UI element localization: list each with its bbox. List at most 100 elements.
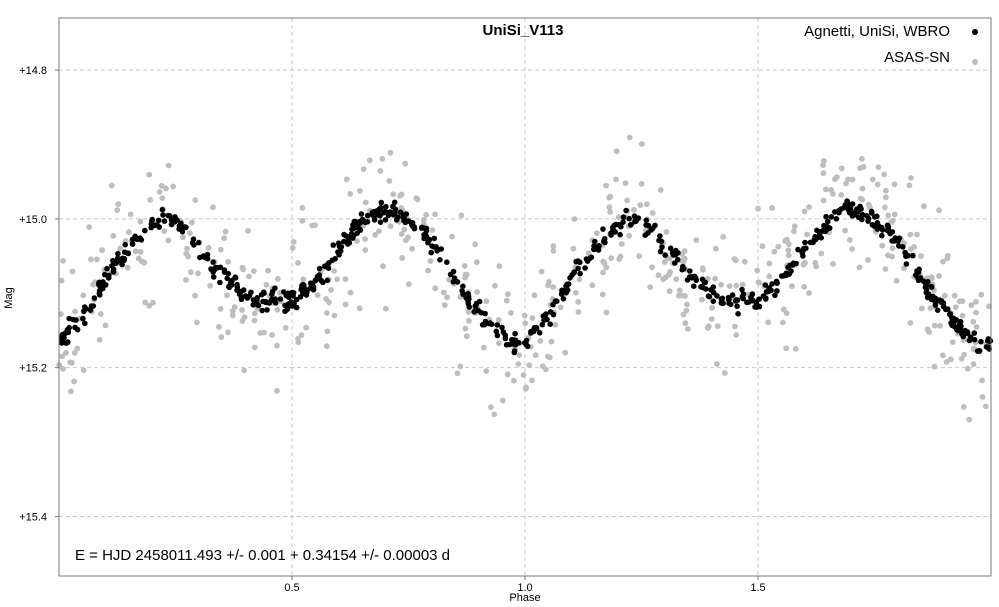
- asas-sn-point: [931, 322, 938, 329]
- agnetti-point: [571, 269, 577, 275]
- asas-sn-point: [869, 176, 876, 183]
- asas-sn-point: [684, 301, 690, 308]
- asas-sn-point: [660, 276, 667, 283]
- asas-sn-point: [661, 259, 668, 265]
- agnetti-point: [801, 245, 807, 252]
- agnetti-point: [620, 214, 627, 220]
- asas-sn-point: [398, 231, 405, 237]
- agnetti-point: [657, 248, 664, 255]
- asas-sn-point: [626, 134, 633, 141]
- agnetti-point: [102, 271, 108, 278]
- asas-sn-point: [733, 282, 740, 289]
- asas-sn-point: [699, 296, 705, 303]
- asas-sn-point: [403, 237, 409, 244]
- agnetti-point: [165, 212, 172, 219]
- asas-sn-point: [263, 281, 270, 288]
- agnetti-point: [429, 243, 435, 249]
- asas-sn-point: [638, 141, 645, 147]
- asas-sn-point: [543, 366, 549, 373]
- asas-sn-point: [680, 311, 687, 318]
- agnetti-point: [673, 247, 679, 254]
- agnetti-point: [800, 253, 806, 259]
- asas-sn-point: [874, 181, 881, 188]
- agnetti-point: [938, 298, 945, 304]
- agnetti-point: [959, 330, 965, 337]
- agnetti-point: [210, 259, 216, 265]
- agnetti-point: [632, 218, 638, 225]
- asas-sn-point: [483, 298, 490, 305]
- asas-sn-point: [959, 298, 966, 304]
- y-tick-label: +15.0: [19, 214, 47, 226]
- agnetti-point: [181, 224, 188, 230]
- asas-sn-point: [496, 340, 502, 347]
- asas-sn-point: [979, 394, 986, 400]
- asas-sn-point: [210, 204, 216, 211]
- asas-sn-point: [432, 211, 438, 218]
- asas-sn-point: [274, 342, 280, 349]
- agnetti-point: [397, 209, 404, 215]
- asas-sn-point: [331, 312, 338, 319]
- agnetti-point: [125, 250, 131, 256]
- asas-sn-point: [69, 268, 76, 275]
- agnetti-point: [377, 219, 384, 225]
- agnetti-point: [966, 337, 973, 344]
- agnetti-point: [903, 261, 910, 267]
- asas-sn-point: [156, 189, 163, 195]
- agnetti-point: [277, 296, 284, 302]
- asas-sn-point: [474, 289, 480, 295]
- agnetti-point: [533, 324, 540, 331]
- agnetti-point: [617, 231, 623, 238]
- asas-sn-point: [812, 259, 819, 266]
- asas-sn-point: [931, 363, 938, 370]
- agnetti-point: [706, 293, 713, 300]
- agnetti-point: [868, 208, 875, 215]
- asas-sn-point: [69, 359, 75, 366]
- asas-sn-point: [323, 343, 330, 350]
- asas-sn-point: [463, 333, 470, 340]
- asas-sn-point: [429, 227, 436, 234]
- asas-sn-point: [362, 199, 369, 206]
- asas-sn-point: [789, 283, 795, 290]
- agnetti-point: [616, 222, 622, 228]
- asas-sn-point: [314, 292, 321, 298]
- agnetti-point: [227, 280, 234, 286]
- asas-sn-point: [295, 260, 301, 266]
- asas-sn-point: [473, 259, 480, 266]
- agnetti-point: [235, 287, 242, 294]
- asas-sn-point: [940, 352, 946, 359]
- asas-sn-point: [570, 245, 577, 252]
- asas-sn-point: [420, 217, 427, 223]
- agnetti-point: [550, 301, 556, 308]
- agnetti-point: [778, 273, 785, 279]
- agnetti-point: [516, 340, 522, 346]
- asas-sn-point: [334, 276, 341, 283]
- agnetti-point: [341, 238, 347, 245]
- asas-sn-point: [159, 195, 166, 202]
- asas-sn-point: [792, 345, 799, 352]
- asas-sn-point: [771, 248, 778, 255]
- agnetti-point: [930, 293, 936, 300]
- agnetti-point: [823, 213, 829, 220]
- asas-sn-point: [859, 185, 866, 192]
- agnetti-point: [390, 203, 396, 210]
- agnetti-point: [934, 307, 941, 314]
- agnetti-point: [357, 218, 363, 225]
- asas-sn-point: [94, 256, 100, 263]
- agnetti-point: [879, 232, 885, 239]
- agnetti-point: [726, 296, 732, 303]
- agnetti-point: [753, 301, 760, 308]
- asas-sn-point: [458, 212, 465, 219]
- agnetti-point: [783, 270, 789, 277]
- agnetti-point: [494, 332, 501, 339]
- agnetti-point: [976, 348, 983, 354]
- agnetti-point: [444, 259, 450, 266]
- asas-sn-point: [409, 245, 415, 252]
- agnetti-point: [833, 216, 840, 222]
- agnetti-point: [841, 204, 848, 210]
- agnetti-point: [648, 227, 654, 233]
- agnetti-point: [536, 330, 543, 336]
- asas-sn-point: [928, 274, 935, 281]
- asas-sn-point: [357, 188, 363, 194]
- agnetti-point: [431, 235, 438, 242]
